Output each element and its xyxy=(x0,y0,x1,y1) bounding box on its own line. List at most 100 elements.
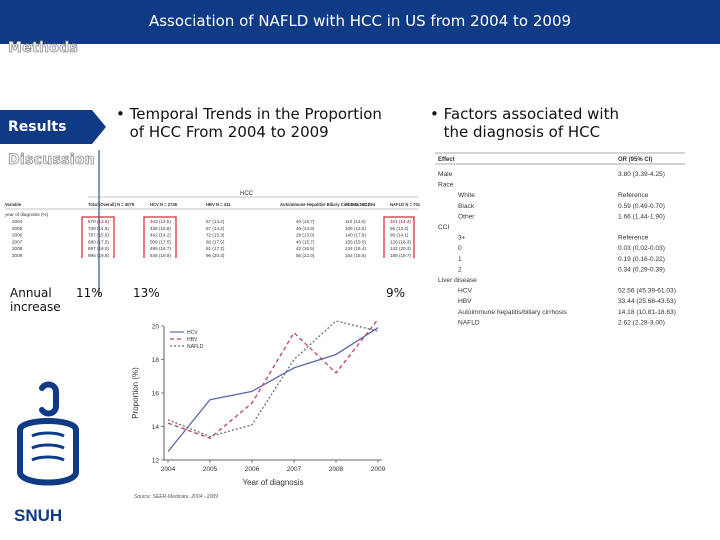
table-cell: 106 (13.5) xyxy=(345,226,366,231)
factors-effect: NAFLD xyxy=(458,319,480,326)
table-cell: 96 (20.4) xyxy=(206,253,225,258)
table-cell: 72 (15.3) xyxy=(206,233,225,238)
table-row-year: 2006 xyxy=(12,233,23,238)
factors-effect: Male xyxy=(438,171,453,178)
factors-or: 0.19 (0.16-0.22) xyxy=(618,256,665,263)
nav-methods[interactable]: Methods xyxy=(8,40,79,57)
factors-table-svg: Effect OR (95% CI) Male 3.80 (3.39-4.25) Rac… xyxy=(435,152,685,326)
factors-or: Reference xyxy=(618,235,649,242)
nav-discussion[interactable]: Discussion xyxy=(8,152,96,169)
annual-increase-label: Annual increase xyxy=(10,286,61,314)
table-col-header: Autoimmune Hepatitis/ Biliary Cirrhosis … xyxy=(280,202,376,207)
factors-or: Reference xyxy=(618,192,649,199)
chart-y-tick-label: 18 xyxy=(152,357,160,364)
table-cell: 110 (14.6) xyxy=(345,219,366,224)
chart-series-nafld xyxy=(167,320,379,438)
hcc-table: HCC Variable Total (Overall) N = 4079 HCV N… xyxy=(0,188,421,260)
intestine-icon xyxy=(17,381,79,486)
factors-effect: Other xyxy=(458,213,475,220)
chart-y-tick-label: 20 xyxy=(152,324,160,331)
table-cell: 101 (14.4) xyxy=(390,219,411,224)
chart-y-tick-label: 14 xyxy=(152,424,160,431)
annual-increase-hcv: 13% xyxy=(133,286,160,300)
table-cell: 42 (16.5) xyxy=(296,246,315,251)
factors-or: 14.18 (10.81-18.63) xyxy=(618,309,676,316)
table-cell: 343 (12.5) xyxy=(150,219,171,224)
snuh-logo-text: SNUH xyxy=(14,506,63,525)
chart-x-tick-label: 2004 xyxy=(161,466,176,473)
chart-x-tick-label: 2009 xyxy=(371,466,386,473)
table-cell: 96 (13.4) xyxy=(390,226,409,231)
factors-or: 2.62 (2.28-3.00) xyxy=(618,319,665,326)
factors-effect: 0 xyxy=(458,245,462,252)
annual-increase-nafld: 9% xyxy=(386,286,406,300)
table-cell: 545 (19.9) xyxy=(150,253,171,258)
table-cell: 142 (20.3) xyxy=(390,246,411,251)
factors-or: 0.03 (0.02-0.03) xyxy=(618,245,665,252)
table-cell: 46 (14.9) xyxy=(296,226,315,231)
hcc-table-svg: HCC Variable Total (Overall) N = 4079 HCV N… xyxy=(5,191,421,260)
nav-divider xyxy=(98,150,100,295)
annual-increase-hcc: 11% xyxy=(76,286,103,300)
chart-x-tick-label: 2008 xyxy=(329,466,344,473)
table-cell: 56 (22.0) xyxy=(296,253,315,258)
table-cell: 995 (19.8) xyxy=(88,253,109,258)
table-cell: 730 (14.8) xyxy=(88,226,109,231)
table-col-header: Variable xyxy=(5,202,22,207)
table-cell: 67 (14.2) xyxy=(206,226,225,231)
factors-or: 3.80 (3.39-4.25) xyxy=(618,171,665,178)
table-cell: 134 (16.4) xyxy=(345,246,366,251)
table-cell: 81 (17.2) xyxy=(206,246,225,251)
trend-chart: 12 14 16 18 20 2004 2005 2006 2007 2008 2009 Year o… xyxy=(124,318,394,506)
nav-results[interactable]: Results xyxy=(8,119,67,135)
chart-legend-label: HBV xyxy=(187,337,198,343)
table-row-year: 2009 xyxy=(12,253,23,258)
factors-effect: White xyxy=(458,192,475,199)
chart-source: Source: SEER-Medicare, 2004 - 2009 xyxy=(134,494,218,500)
table-col-header: Total (Overall) N = 4079 xyxy=(88,202,135,207)
table-col-header: HBV N = 411 xyxy=(206,202,231,207)
chart-series-hcv xyxy=(167,327,379,453)
factors-effect: Race xyxy=(438,182,454,189)
table-cell: 880 (17.5) xyxy=(88,239,109,244)
table-row-year: 2005 xyxy=(12,226,23,231)
factors-header-or: OR (95% CI) xyxy=(618,157,652,163)
table-cell: 40 (15.7) xyxy=(296,239,315,244)
factors-or: 1.66 (1.44-1.90) xyxy=(618,213,665,220)
table-col-header: ALD N = 817 xyxy=(345,202,370,207)
factors-effect: HCV xyxy=(458,288,473,295)
chart-x-tick-label: 2006 xyxy=(245,466,260,473)
bullet-temporal-trends: • Temporal Trends in the Proportion of H… xyxy=(116,105,382,141)
factors-or: 33.44 (25.68-43.53) xyxy=(618,298,676,305)
table-row-year: 2008 xyxy=(12,246,23,251)
table-row-year: 2007 xyxy=(12,239,23,244)
nav-results-active[interactable] xyxy=(0,110,92,144)
chart-y-tick-label: 12 xyxy=(152,458,160,465)
factors-effect: CCI xyxy=(438,224,450,231)
table-hcc-label: HCC xyxy=(240,191,254,197)
factors-header-effect: Effect xyxy=(438,157,455,163)
chart-series-hbv xyxy=(167,318,379,439)
factors-effect: Autoimmune hepatitis/biliary cirrhosis xyxy=(458,309,568,316)
chart-y-label: Proportion (%) xyxy=(131,367,140,419)
factors-effect: 2 xyxy=(458,266,462,273)
chart-legend-label: HCV xyxy=(187,330,198,336)
factors-effect: 1 xyxy=(458,256,462,263)
table-cell: 57 (14.2) xyxy=(206,219,225,224)
table-cell: 28 (13.0) xyxy=(296,233,315,238)
chart-y-tick-label: 16 xyxy=(152,391,160,398)
header-bar: Association of NAFLD with HCC in US from… xyxy=(0,0,720,44)
snuh-logo-icon xyxy=(12,380,84,530)
table-cell: 155 (19.0) xyxy=(345,239,366,244)
table-cell: 787 (15.8) xyxy=(88,233,109,238)
table-col-header: NAFLD N = 701 xyxy=(390,202,420,207)
table-cell: 436 (15.8) xyxy=(150,226,171,231)
table-cell: 188 (19.7) xyxy=(390,253,411,258)
table-cell: 154 (18.8) xyxy=(345,253,366,258)
chart-legend-label: NAFLD xyxy=(187,344,204,350)
table-cell: 99 (14.1) xyxy=(390,233,409,238)
nav-results-arrow xyxy=(92,110,106,144)
table-cell: 509 (17.5) xyxy=(150,239,171,244)
table-cell: 570 (13.5) xyxy=(88,219,109,224)
bullet-factors: • Factors associated with the diagnosis … xyxy=(430,105,619,141)
